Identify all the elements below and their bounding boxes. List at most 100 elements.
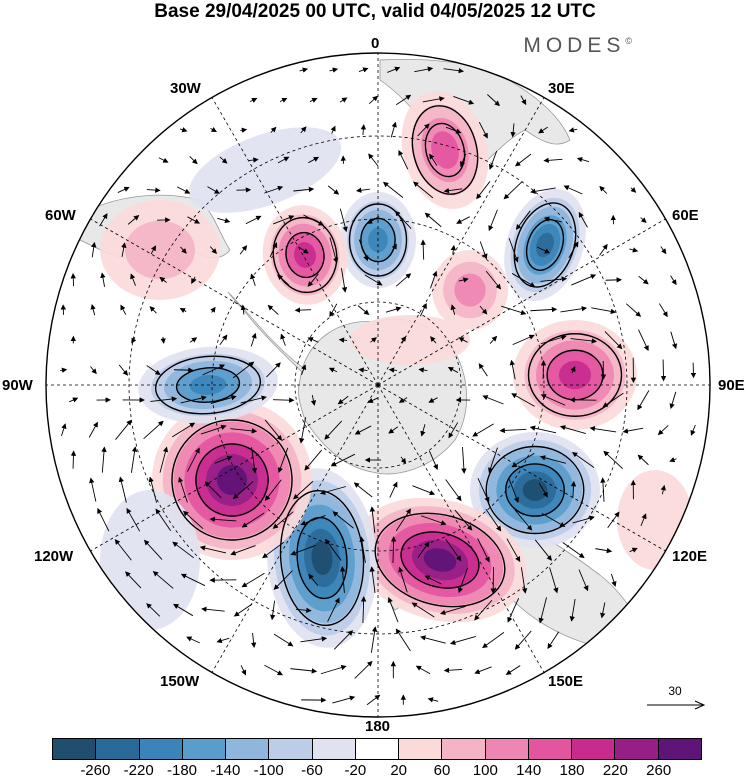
wind-vector [327, 597, 340, 622]
height-contour [424, 122, 466, 178]
wind-vector [339, 566, 346, 593]
colorbar-segment [226, 739, 270, 759]
wind-vector [319, 486, 346, 495]
anomaly-contour [125, 220, 195, 280]
height-contour [505, 463, 565, 517]
label-lon-30e: 30E [548, 80, 575, 97]
wind-vector [264, 419, 283, 441]
wind-vector [443, 667, 463, 673]
wind-vector [390, 121, 397, 138]
wind-vector [459, 153, 467, 168]
wind-vector [388, 426, 398, 434]
wind-vector [360, 596, 367, 624]
wind-vector [420, 635, 446, 644]
wind-vector [277, 156, 290, 164]
colorbar-segment [139, 739, 183, 759]
wind-vector [568, 241, 579, 259]
wind-vector [219, 334, 228, 346]
wind-vector [209, 246, 218, 255]
wind-vector [482, 632, 505, 649]
wind-vector [217, 217, 231, 224]
wind-vector [479, 305, 488, 315]
wind-vector [602, 392, 624, 408]
wind-vector [445, 539, 462, 562]
wind-vector [240, 665, 247, 676]
brand-logo: MODES© [523, 34, 632, 58]
wind-vector [180, 246, 187, 254]
wind-vector [482, 395, 504, 405]
wind-vector [70, 272, 76, 287]
wind-vector [88, 421, 98, 438]
wind-vector [640, 513, 647, 527]
height-contour [374, 512, 506, 608]
wind-vector [308, 156, 320, 164]
wind-vector [143, 539, 163, 560]
wind-vector [187, 216, 201, 224]
wind-vector [273, 397, 295, 403]
wind-vector [534, 539, 553, 561]
wind-vector [445, 479, 462, 502]
colorbar-segment [182, 739, 227, 759]
wind-vector [388, 367, 398, 373]
wind-vector [510, 123, 516, 138]
wind-vector [514, 509, 533, 531]
wind-vector [182, 510, 204, 529]
wind-vector [622, 427, 644, 434]
wind-vector [368, 153, 379, 167]
brand-mark: © [625, 36, 632, 46]
wind-vector [539, 455, 567, 464]
wind-vector [395, 628, 411, 652]
wind-vector [458, 277, 469, 283]
wind-vector [387, 597, 399, 623]
wind-vector [690, 424, 696, 436]
wind-vector [307, 273, 319, 287]
wind-vector [329, 67, 339, 73]
colorbar-tick-label: 20 [390, 762, 407, 779]
wind-vector [298, 246, 309, 254]
colorbar-tick-label: 180 [559, 762, 585, 779]
wind-vector [230, 428, 258, 434]
wind-vector [509, 359, 516, 380]
wind-vector [146, 365, 161, 375]
wind-vector [670, 275, 677, 286]
height-contour [272, 216, 338, 294]
wind-vector [60, 367, 68, 373]
wind-vector [429, 153, 438, 166]
wind-vector [219, 156, 228, 164]
wind-vector [355, 187, 370, 193]
anomaly-contour [311, 541, 333, 575]
wind-vector [600, 602, 606, 619]
anomaly-contour [188, 127, 342, 213]
wind-vector [515, 153, 532, 167]
wind-vector [264, 479, 282, 501]
wind-vector [114, 539, 132, 561]
wind-vector [130, 446, 138, 473]
wind-vector [449, 635, 476, 645]
wind-vector [537, 246, 551, 254]
wind-vector [70, 450, 77, 469]
wind-vector [330, 453, 356, 467]
height-contour [411, 105, 479, 195]
wind-vector [530, 187, 556, 195]
wind-vector [394, 210, 412, 229]
wind-vector [200, 424, 227, 435]
wind-vector [529, 425, 557, 434]
wind-vector [450, 304, 456, 316]
colorbar-segment [399, 739, 443, 759]
wind-vector [304, 449, 323, 471]
wind-vector [69, 397, 79, 403]
wind-vector [150, 245, 156, 255]
wind-vector [578, 569, 589, 592]
wind-vector [659, 303, 668, 318]
wind-vector [472, 423, 494, 437]
wind-vector [424, 212, 442, 228]
wind-vector [179, 127, 188, 133]
wind-vector [230, 545, 256, 556]
wind-vector [640, 217, 647, 224]
anomaly-contour [350, 315, 470, 365]
wind-vector [309, 97, 318, 103]
meridian-line [377, 218, 666, 386]
wind-vector [370, 337, 377, 343]
wind-vector [417, 541, 430, 558]
wind-vector [248, 157, 259, 163]
